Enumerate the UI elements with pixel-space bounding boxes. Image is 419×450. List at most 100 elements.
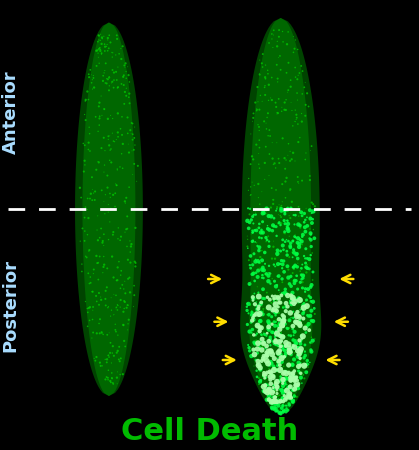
Point	[303, 297, 310, 304]
Point	[302, 288, 308, 295]
Point	[269, 338, 276, 345]
Point	[270, 196, 277, 203]
Point	[262, 143, 269, 150]
Point	[108, 159, 115, 166]
Point	[271, 223, 277, 230]
Point	[114, 347, 121, 355]
Point	[293, 116, 300, 123]
Point	[283, 405, 290, 412]
Point	[311, 310, 318, 318]
Point	[275, 220, 282, 227]
Point	[272, 394, 278, 401]
Point	[304, 265, 311, 272]
Point	[290, 308, 297, 315]
Point	[119, 371, 126, 378]
Point	[290, 372, 296, 379]
Point	[262, 74, 269, 81]
Point	[96, 44, 103, 51]
Point	[89, 186, 96, 193]
Point	[104, 356, 111, 363]
Point	[261, 385, 268, 392]
Point	[265, 385, 272, 392]
Point	[85, 309, 91, 316]
Point	[246, 211, 253, 218]
Point	[272, 408, 279, 415]
Point	[250, 156, 256, 163]
Point	[269, 400, 275, 408]
Point	[285, 227, 292, 234]
Point	[102, 43, 109, 50]
Point	[280, 257, 287, 265]
Point	[289, 386, 296, 393]
Point	[264, 329, 271, 337]
Point	[257, 339, 264, 346]
Point	[298, 332, 305, 339]
Point	[290, 49, 297, 56]
Point	[272, 322, 279, 329]
Point	[308, 317, 315, 324]
Point	[272, 393, 279, 400]
Point	[302, 342, 308, 349]
Point	[294, 250, 300, 257]
Point	[289, 107, 295, 114]
Point	[279, 402, 286, 410]
Point	[251, 301, 258, 308]
Point	[113, 136, 120, 143]
Point	[281, 99, 288, 106]
Point	[259, 336, 266, 343]
Point	[272, 399, 279, 406]
Point	[255, 257, 261, 265]
Point	[109, 78, 116, 86]
Point	[266, 385, 273, 392]
Point	[264, 67, 271, 74]
Point	[261, 330, 267, 337]
Point	[96, 99, 103, 106]
Point	[277, 326, 283, 333]
Point	[285, 292, 291, 299]
Point	[296, 355, 303, 362]
Point	[300, 315, 307, 322]
Point	[280, 317, 287, 324]
Point	[277, 409, 284, 416]
Point	[295, 294, 302, 302]
Point	[271, 398, 278, 405]
Point	[121, 338, 127, 345]
Point	[294, 263, 300, 270]
Point	[292, 385, 299, 392]
Point	[300, 302, 307, 309]
Point	[80, 140, 87, 147]
Point	[281, 217, 287, 224]
Point	[297, 340, 304, 347]
Point	[277, 324, 284, 332]
Point	[104, 76, 111, 83]
Point	[266, 81, 272, 88]
Point	[274, 110, 280, 117]
Point	[285, 274, 292, 281]
Point	[260, 274, 267, 282]
Point	[290, 122, 296, 130]
Point	[265, 233, 272, 240]
Point	[269, 31, 275, 38]
Point	[293, 313, 300, 320]
Point	[248, 309, 255, 316]
Point	[95, 158, 101, 165]
Point	[246, 347, 253, 355]
Point	[249, 271, 256, 278]
Point	[262, 375, 269, 382]
Point	[285, 225, 292, 232]
Point	[277, 316, 284, 324]
Point	[106, 45, 112, 52]
Point	[272, 337, 279, 344]
Point	[302, 285, 309, 292]
Point	[122, 343, 129, 350]
Point	[93, 47, 100, 54]
Point	[261, 210, 267, 217]
Point	[106, 354, 112, 361]
Point	[279, 28, 286, 35]
Point	[284, 217, 291, 224]
Point	[260, 340, 267, 347]
Point	[84, 305, 91, 312]
Point	[263, 270, 270, 278]
Point	[246, 264, 253, 271]
Point	[297, 242, 303, 249]
